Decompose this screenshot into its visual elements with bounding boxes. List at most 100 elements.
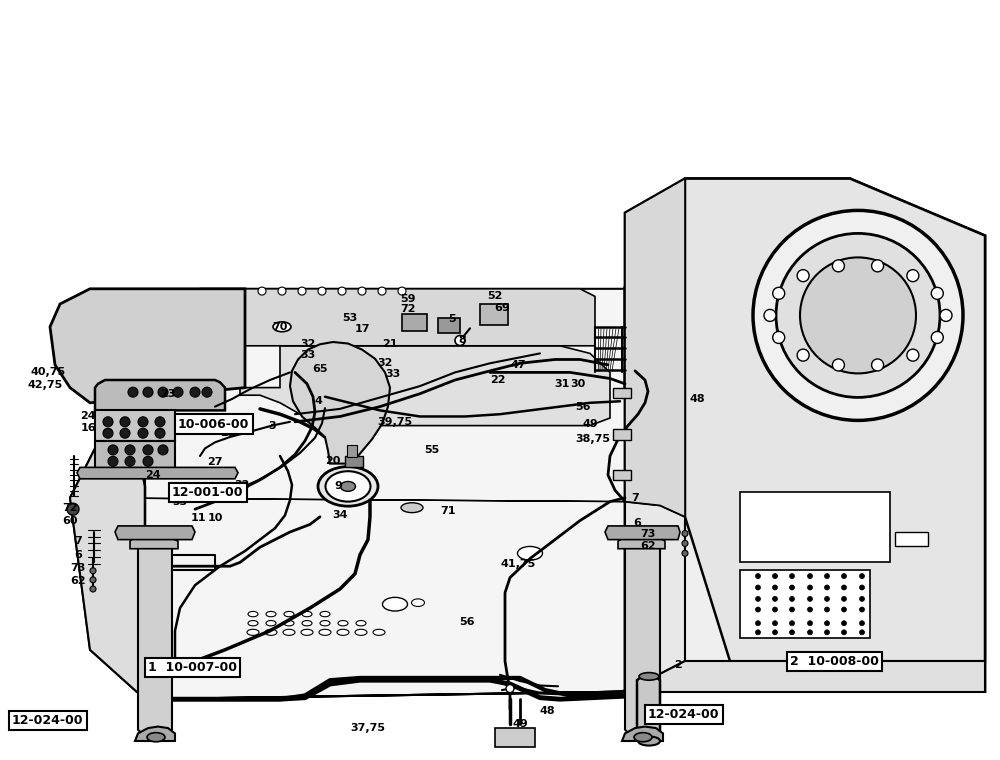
Polygon shape [138, 546, 172, 741]
Circle shape [773, 331, 785, 344]
Ellipse shape [340, 482, 356, 492]
Ellipse shape [265, 629, 277, 635]
Circle shape [773, 287, 785, 299]
Circle shape [155, 428, 165, 439]
Circle shape [756, 597, 761, 601]
Ellipse shape [147, 733, 165, 742]
Polygon shape [130, 534, 178, 549]
Circle shape [772, 574, 778, 578]
Bar [495, 728, 535, 747]
Circle shape [832, 260, 844, 272]
Circle shape [824, 607, 830, 612]
Text: 5: 5 [448, 314, 456, 325]
Text: 49: 49 [582, 419, 598, 429]
Ellipse shape [320, 620, 330, 625]
Text: 22: 22 [490, 375, 506, 385]
Text: 24: 24 [145, 470, 161, 480]
Text: 53: 53 [342, 312, 358, 323]
Ellipse shape [319, 629, 331, 635]
Ellipse shape [301, 629, 313, 635]
Text: 69: 69 [494, 302, 510, 313]
Circle shape [772, 585, 778, 590]
Text: 12-024-00: 12-024-00 [12, 714, 84, 727]
Circle shape [808, 621, 812, 625]
Circle shape [753, 211, 963, 420]
Circle shape [756, 585, 761, 590]
Circle shape [158, 445, 168, 455]
Polygon shape [685, 179, 985, 661]
Text: 72: 72 [400, 304, 416, 315]
Text: 38,75: 38,75 [576, 434, 610, 445]
Circle shape [158, 387, 168, 397]
Circle shape [772, 597, 778, 601]
Text: 23: 23 [220, 428, 236, 439]
Text: 33: 33 [172, 496, 188, 507]
Circle shape [125, 445, 135, 455]
Circle shape [202, 387, 212, 397]
Circle shape [103, 428, 113, 439]
Text: 3: 3 [268, 420, 276, 431]
Text: 8: 8 [458, 334, 466, 345]
Polygon shape [290, 342, 390, 464]
Ellipse shape [355, 629, 367, 635]
Circle shape [790, 621, 794, 625]
Text: 31: 31 [554, 378, 570, 389]
Polygon shape [240, 346, 610, 426]
Circle shape [318, 287, 326, 295]
Circle shape [682, 540, 688, 546]
Polygon shape [625, 179, 985, 692]
Text: 48: 48 [539, 706, 555, 717]
Polygon shape [230, 289, 595, 346]
Bar [613, 429, 631, 440]
Circle shape [790, 607, 794, 612]
Circle shape [842, 597, 846, 601]
Text: 1: 1 [184, 663, 192, 674]
Circle shape [772, 630, 778, 635]
Polygon shape [740, 570, 870, 638]
Circle shape [931, 331, 943, 344]
Polygon shape [637, 676, 660, 741]
Text: 9: 9 [334, 481, 342, 492]
Ellipse shape [338, 620, 348, 625]
Circle shape [790, 574, 794, 578]
Polygon shape [145, 502, 685, 699]
Circle shape [860, 597, 864, 601]
Circle shape [860, 574, 864, 578]
Circle shape [790, 585, 794, 590]
Circle shape [764, 309, 776, 321]
Circle shape [776, 233, 940, 397]
Text: 42,75: 42,75 [27, 380, 63, 391]
Polygon shape [115, 526, 195, 540]
Circle shape [258, 287, 266, 295]
Text: 62: 62 [70, 576, 86, 587]
Circle shape [398, 287, 406, 295]
Polygon shape [50, 289, 245, 403]
Text: 56: 56 [459, 616, 475, 627]
Circle shape [138, 428, 148, 439]
Ellipse shape [638, 736, 660, 746]
Circle shape [90, 586, 96, 592]
Circle shape [824, 585, 830, 590]
Circle shape [278, 287, 286, 295]
Circle shape [143, 387, 153, 397]
Circle shape [772, 607, 778, 612]
Text: 55: 55 [424, 445, 440, 455]
Ellipse shape [302, 612, 312, 617]
Circle shape [120, 416, 130, 427]
Polygon shape [740, 492, 890, 562]
Circle shape [842, 607, 846, 612]
Circle shape [842, 585, 846, 590]
Text: 52: 52 [487, 291, 503, 302]
Circle shape [800, 258, 916, 373]
Circle shape [824, 597, 830, 601]
Circle shape [940, 309, 952, 321]
Polygon shape [70, 289, 640, 699]
Circle shape [808, 585, 812, 590]
Text: 37,75: 37,75 [351, 723, 386, 733]
Circle shape [90, 568, 96, 574]
Ellipse shape [412, 599, 424, 606]
Text: 72: 72 [62, 502, 78, 513]
Text: 73: 73 [70, 563, 86, 574]
Circle shape [756, 607, 761, 612]
Polygon shape [135, 727, 175, 741]
